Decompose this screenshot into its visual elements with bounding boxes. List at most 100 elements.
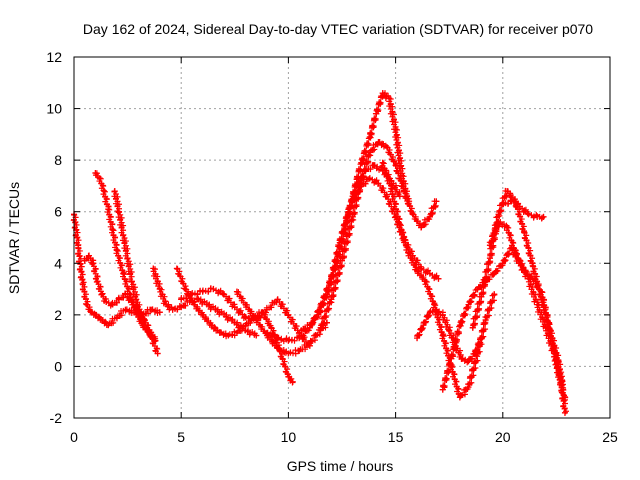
data-point: [401, 188, 408, 195]
data-point: [396, 221, 403, 228]
data-point: [253, 332, 260, 339]
x-tick-label: 0: [70, 429, 78, 445]
data-point: [459, 355, 466, 362]
data-series-10: [298, 90, 412, 334]
data-series-11: [317, 139, 440, 331]
data-point: [409, 211, 416, 218]
data-point: [298, 327, 305, 334]
data-point: [478, 293, 485, 300]
y-tick-label: 8: [54, 152, 62, 168]
data-point: [371, 162, 378, 169]
y-tick-label: 12: [46, 49, 62, 65]
data-point: [88, 309, 95, 316]
data-point: [216, 329, 223, 336]
data-point: [439, 311, 446, 318]
data-point: [81, 257, 88, 264]
data-point: [191, 301, 198, 308]
y-tick-label: 4: [54, 255, 62, 271]
data-point: [465, 358, 472, 365]
data-point: [349, 198, 356, 205]
data-point: [231, 304, 238, 311]
data-series-4: [111, 188, 159, 344]
data-point: [92, 311, 99, 318]
data-point: [435, 275, 442, 282]
data-point: [384, 144, 391, 151]
data-point: [375, 139, 382, 146]
data-point: [379, 90, 386, 97]
data-point: [263, 329, 270, 336]
data-point: [465, 384, 472, 391]
data-point: [101, 188, 108, 195]
data-point: [98, 291, 105, 298]
data-point: [469, 324, 476, 331]
y-tick-label: 0: [54, 358, 62, 374]
data-point: [268, 324, 275, 331]
data-point: [491, 291, 498, 298]
data-point: [341, 229, 348, 236]
data-point: [128, 278, 135, 285]
data-point: [495, 219, 502, 226]
data-series-8: [233, 288, 330, 357]
data-point: [561, 396, 568, 403]
data-point: [199, 288, 206, 295]
data-point: [242, 322, 249, 329]
data-point: [296, 347, 303, 354]
data-point: [103, 298, 110, 305]
data-point: [146, 329, 153, 336]
x-tick-label: 20: [495, 429, 511, 445]
data-point: [242, 314, 249, 321]
data-point: [418, 224, 425, 231]
data-point: [105, 322, 112, 329]
data-point: [388, 185, 395, 192]
data-point: [499, 260, 506, 267]
data-point: [512, 249, 519, 256]
data-point: [253, 317, 260, 324]
data-point: [373, 110, 380, 117]
data-point: [339, 257, 345, 264]
data-point: [426, 309, 433, 316]
data-point: [285, 373, 292, 380]
data-point: [120, 270, 127, 277]
data-series-17: [499, 197, 547, 222]
data-point: [426, 270, 433, 277]
data-point: [482, 317, 489, 324]
data-point: [133, 296, 140, 303]
data-point: [152, 337, 159, 344]
data-point: [195, 296, 202, 303]
data-point: [405, 249, 412, 256]
data-point: [478, 335, 485, 342]
data-point: [96, 175, 103, 182]
data-point: [396, 193, 403, 200]
data-point: [555, 371, 562, 378]
data-point: [274, 345, 281, 352]
x-tick-label: 5: [177, 429, 185, 445]
data-point: [90, 260, 97, 267]
data-point: [148, 306, 155, 313]
series-markers: [469, 187, 569, 416]
data-point: [358, 182, 365, 189]
data-point: [79, 280, 86, 287]
data-point: [285, 350, 292, 357]
data-series-16: [469, 187, 569, 416]
data-point: [529, 275, 536, 282]
data-point: [474, 286, 481, 293]
data-point: [465, 301, 472, 308]
x-axis-title: GPS time / hours: [287, 458, 394, 474]
data-point: [366, 149, 373, 156]
data-point: [516, 203, 523, 210]
data-point: [116, 208, 123, 215]
data-point: [392, 162, 399, 169]
data-point: [156, 309, 163, 316]
data-point: [242, 301, 249, 308]
data-point: [285, 337, 292, 344]
data-point: [379, 159, 386, 166]
data-point: [188, 291, 195, 298]
x-tick-label: 10: [281, 429, 297, 445]
data-point: [233, 329, 240, 336]
data-point: [534, 213, 541, 220]
data-point: [182, 286, 189, 293]
data-point: [426, 213, 433, 220]
data-point: [495, 211, 502, 218]
data-point: [456, 322, 463, 329]
data-point: [306, 322, 313, 329]
